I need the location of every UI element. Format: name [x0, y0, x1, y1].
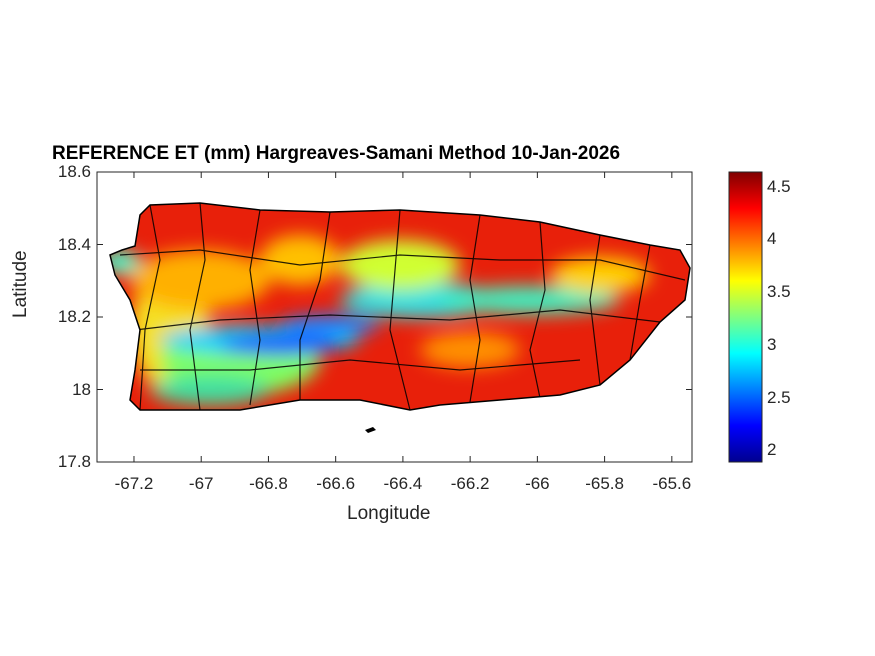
y-axis-label: Latitude [10, 250, 31, 318]
x-tick-label: -66.8 [249, 474, 288, 493]
y-tick-label: 18.6 [57, 162, 91, 181]
x-tick-label: -66.4 [383, 474, 423, 493]
colorbar-tick-label: 2 [767, 440, 777, 460]
colorbar-tick-label: 3 [767, 334, 777, 354]
y-tick-label: 18.4 [57, 234, 91, 254]
x-axis-label: Longitude [347, 503, 431, 524]
colorbar [728, 171, 763, 463]
x-tick-label: -67 [188, 474, 214, 493]
colorbar-tick-label: 4.5 [767, 176, 791, 196]
colorbar-tick-label: 4 [767, 229, 777, 249]
island-outline [365, 427, 376, 433]
x-tick-label: -67.2 [114, 474, 154, 493]
x-tick-label: -66 [525, 474, 550, 493]
colorbar-tick-label: 3.5 [767, 282, 791, 302]
y-tick-label: 18 [72, 379, 91, 399]
et-raster [110, 203, 690, 410]
chart-title: REFERENCE ET (mm) Hargreaves-Samani Meth… [52, 143, 621, 164]
x-tick-label: -65.6 [652, 474, 692, 493]
colorbar-tick-label: 2.5 [767, 387, 791, 407]
y-tick-label: 17.8 [57, 452, 91, 471]
x-tick-label: -66.2 [450, 474, 490, 493]
x-tick-label: -65.8 [585, 474, 624, 493]
y-tick-label: 18.2 [57, 307, 91, 326]
x-tick-label: -66.6 [316, 474, 356, 493]
